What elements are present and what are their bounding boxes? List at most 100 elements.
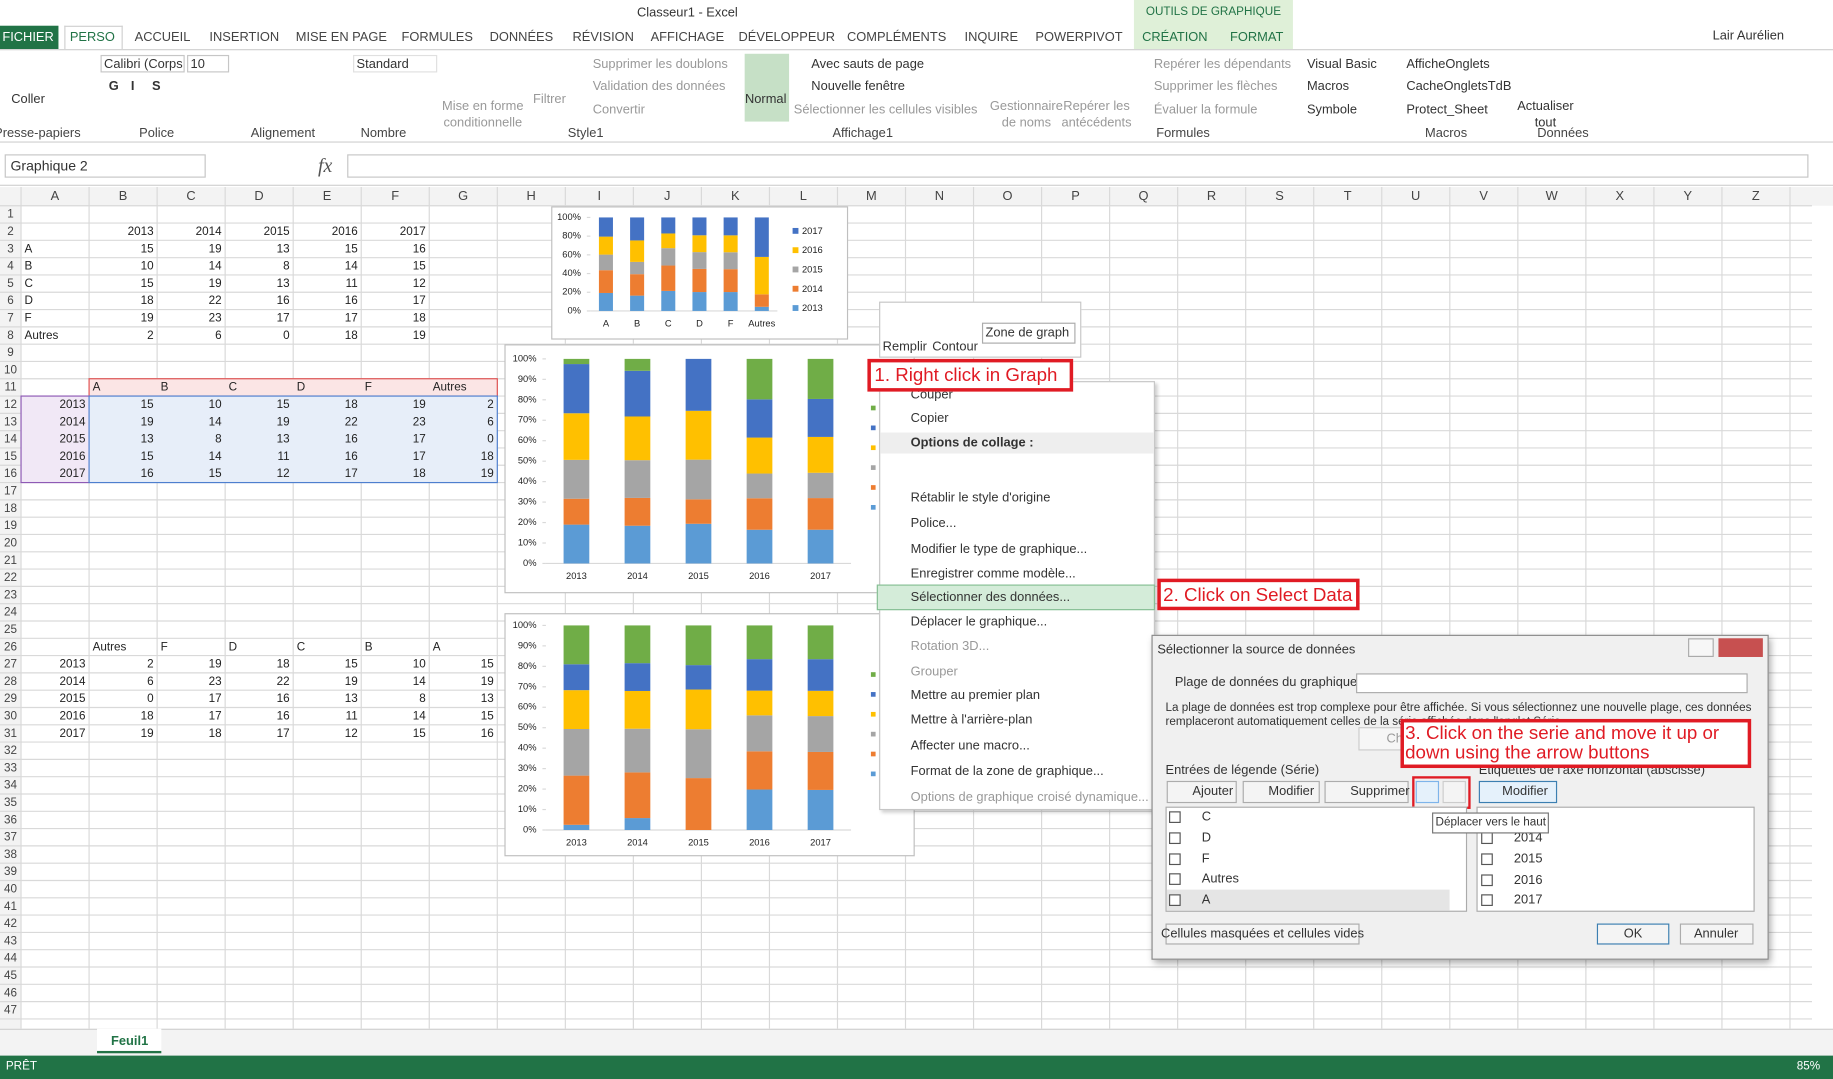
ribbon-button[interactable]: Protect_Sheet [1406, 102, 1488, 117]
ribbon-button[interactable]: Macros [1306, 79, 1350, 94]
ribbon-tab[interactable]: FORMAT [1230, 30, 1284, 45]
ribbon-button[interactable]: Validation des données [592, 79, 726, 94]
menu-item[interactable]: Copier [910, 411, 949, 426]
series-item[interactable]: D [1201, 830, 1212, 845]
close-button[interactable] [1718, 638, 1763, 657]
move-down-button[interactable] [1442, 780, 1466, 804]
checkbox[interactable] [1169, 852, 1181, 865]
ribbon-tab[interactable]: DÉVELOPPEUR [738, 30, 835, 45]
ribbon-button[interactable]: Visual Basic [1306, 57, 1377, 72]
ribbon-button[interactable]: Évaluer la formule [1153, 102, 1258, 117]
ribbon-tab[interactable]: INQUIRE [964, 30, 1019, 45]
menu-item[interactable]: Mettre à l'arrière-plan [910, 713, 1033, 728]
ribbon-tab[interactable]: FORMULES [401, 30, 473, 45]
outline-button[interactable]: Contour [932, 340, 978, 355]
checkbox[interactable] [1169, 873, 1181, 886]
menu-item[interactable]: Rétablir le style d'origine [910, 490, 1051, 506]
ribbon-button[interactable]: Coller [11, 92, 45, 107]
button-label[interactable]: Modifier [1268, 784, 1315, 799]
ribbon-button[interactable]: 10 [190, 57, 205, 72]
axis-item[interactable]: 2017 [1513, 893, 1543, 908]
range-input[interactable] [1356, 673, 1748, 694]
ribbon-button[interactable]: I [130, 79, 135, 94]
ribbon-tab[interactable]: COMPLÉMENTS [846, 30, 947, 45]
button-label[interactable]: Supprimer [1350, 784, 1410, 799]
button-label[interactable]: Ajouter [1192, 784, 1234, 799]
series-item[interactable]: C [1201, 810, 1212, 825]
ribbon-tab[interactable]: MISE EN PAGE [295, 30, 387, 45]
ribbon-button[interactable]: G [108, 79, 119, 94]
button-label[interactable]: Cellules masquées et cellules vides [1161, 927, 1365, 942]
ribbon-tab[interactable]: PERSO [69, 30, 115, 45]
ribbon-button[interactable]: Sélectionner les cellules visibles [793, 102, 978, 117]
ribbon-button[interactable]: Calibri (Corps [104, 57, 183, 72]
button-label[interactable]: Modifier [1502, 784, 1548, 799]
hidden-cells-button[interactable] [1165, 923, 1360, 945]
menu-item[interactable]: Enregistrer comme modèle... [910, 566, 1076, 581]
axis-item[interactable]: 2016 [1513, 872, 1543, 887]
ribbon-button[interactable]: Supprimer les flèches [1153, 79, 1278, 94]
checkbox[interactable] [1169, 894, 1181, 907]
checkbox[interactable] [1481, 894, 1493, 907]
axis-edit-button[interactable] [1478, 780, 1558, 804]
checkbox[interactable] [1169, 832, 1181, 844]
menu-item[interactable]: Police... [910, 516, 957, 531]
series-item[interactable]: A [1201, 893, 1211, 908]
ribbon-button[interactable]: Actualiser tout [1517, 99, 1574, 130]
axis-item[interactable]: 2015 [1513, 851, 1543, 866]
checkbox[interactable] [1481, 832, 1493, 845]
element-dropdown[interactable] [981, 322, 1076, 344]
ribbon-tab[interactable]: AFFICHAGE [650, 30, 725, 45]
checkbox[interactable] [1169, 811, 1181, 823]
help-button[interactable] [1688, 638, 1714, 657]
ribbon-button[interactable]: Standard [356, 57, 409, 72]
fill-button[interactable]: Remplir [882, 340, 927, 355]
file-tab[interactable] [0, 25, 59, 50]
menu-item[interactable]: Format de la zone de graphique... [910, 764, 1104, 779]
fx-button[interactable]: fx [317, 154, 333, 177]
ribbon-button[interactable]: S [151, 79, 161, 94]
checkbox[interactable] [1481, 853, 1493, 865]
ribbon-button[interactable]: Convertir [592, 102, 645, 117]
menu-item[interactable]: Options de graphique croisé dynamique... [910, 790, 1149, 805]
ribbon-tab[interactable]: INSERTION [209, 30, 280, 45]
menu-item[interactable]: Rotation 3D... [910, 639, 990, 654]
axis-item[interactable]: 2014 [1513, 831, 1543, 846]
checkbox[interactable] [1481, 873, 1493, 886]
dialog-button[interactable] [1242, 780, 1320, 804]
ribbon-tab[interactable]: RÉVISION [572, 30, 634, 45]
ribbon-button[interactable]: Normal [744, 92, 787, 107]
ribbon-tab[interactable]: CRÉATION [1142, 30, 1208, 45]
sheet-tab-label[interactable]: Feuil1 [111, 1034, 149, 1049]
menu-item[interactable]: Modifier le type de graphique... [910, 542, 1088, 557]
button-label[interactable]: OK [1623, 927, 1643, 942]
ribbon-button[interactable]: Mise en forme conditionnelle [442, 99, 524, 130]
dialog-button[interactable] [1324, 780, 1409, 804]
ribbon-button[interactable]: Repérer les dépendants [1153, 57, 1292, 72]
ribbon-button[interactable]: Nouvelle fenêtre [811, 79, 905, 94]
ribbon-button[interactable]: Symbole [1306, 102, 1357, 117]
ribbon-tab[interactable]: POWERPIVOT [1035, 30, 1123, 45]
menu-item[interactable]: Affecter une macro... [910, 738, 1030, 753]
button-label[interactable]: Annuler [1693, 927, 1739, 942]
ribbon-button[interactable]: AfficheOnglets [1406, 57, 1490, 72]
menu-item[interactable]: Sélectionner des données... [910, 590, 1071, 605]
ribbon-button[interactable]: Avec sauts de page [811, 57, 925, 72]
ribbon-button[interactable]: Filtrer [533, 92, 566, 107]
cancel-button[interactable] [1679, 923, 1754, 945]
menu-item[interactable]: Grouper [910, 665, 958, 680]
ribbon-button[interactable]: Supprimer les doublons [592, 57, 728, 72]
ribbon-button[interactable]: Repérer les antécédents [1061, 99, 1132, 130]
move-up-button[interactable] [1415, 780, 1440, 804]
ribbon-tab[interactable]: ACCUEIL [134, 30, 191, 45]
dialog-button[interactable] [1166, 780, 1237, 804]
ribbon-tab[interactable]: DONNÉES [489, 30, 554, 45]
sheet-tab[interactable] [97, 1028, 162, 1054]
ribbon-button[interactable]: CacheOngletsTdB [1406, 79, 1512, 94]
series-item[interactable]: F [1201, 851, 1210, 866]
ribbon-button[interactable]: Gestionnaire de noms [989, 99, 1063, 130]
ribbon-tab[interactable]: FICHIER [2, 30, 54, 45]
menu-item[interactable]: Déplacer le graphique... [910, 614, 1048, 629]
menu-item[interactable]: Mettre au premier plan [910, 688, 1041, 703]
series-item[interactable]: Autres [1201, 872, 1239, 887]
